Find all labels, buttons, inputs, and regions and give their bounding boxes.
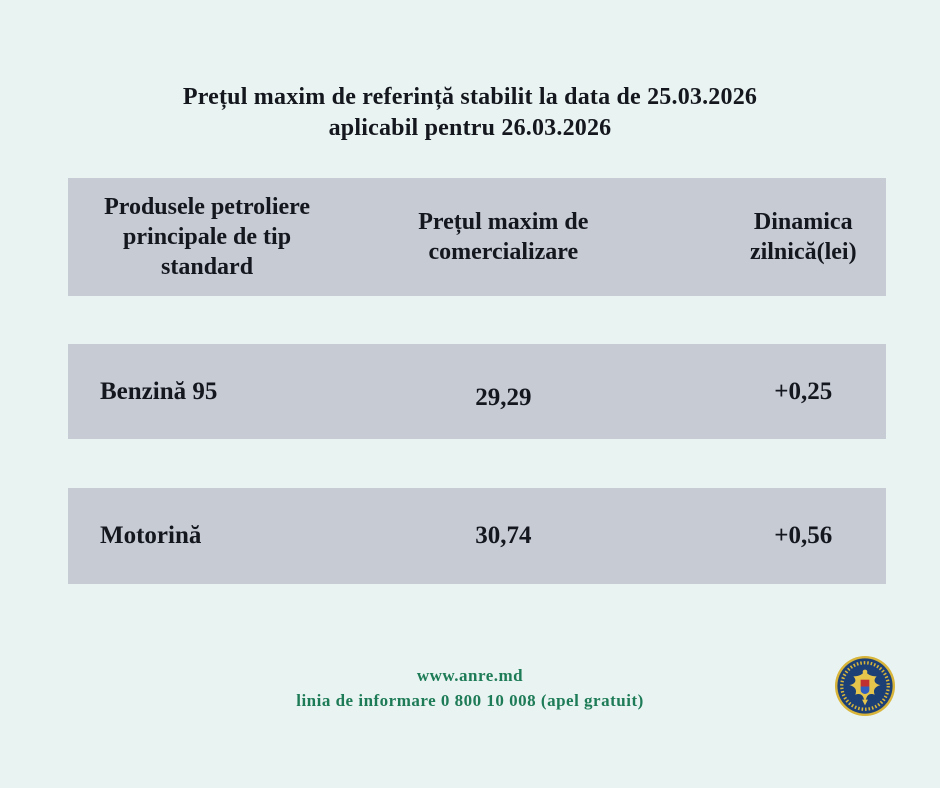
table-row-motorina: Motorină 30,74 +0,56 xyxy=(68,488,886,584)
dynamic-value-cell: +0,56 xyxy=(641,488,886,584)
column-header-max-price-cell: Prețul maxim de comercializare xyxy=(346,178,640,296)
anre-emblem-logo xyxy=(834,655,896,717)
dynamic-value: +0,25 xyxy=(774,377,833,405)
footer-website: www.anre.md xyxy=(416,666,524,685)
dynamic-value: +0,56 xyxy=(774,522,833,549)
price-value-cell: 29,29 xyxy=(346,344,640,439)
dynamic-value-cell: +0,25 xyxy=(641,344,886,439)
column-header-daily-dynamic: Dinamica zilnică(lei) xyxy=(749,209,857,265)
column-header-daily-dynamic-cell: Dinamica zilnică(lei) xyxy=(641,178,886,296)
product-name-cell: Motorină xyxy=(68,488,346,584)
column-header-max-price: Prețul maxim de comercializare xyxy=(418,209,589,265)
page-title: Prețul maxim de referință stabilit la da… xyxy=(0,82,940,144)
column-header-products: Produsele petroliere principale de tip s… xyxy=(104,194,311,280)
product-name-cell: Benzină 95 xyxy=(68,344,346,439)
table-row-benzina-95: Benzină 95 29,29 +0,25 xyxy=(68,344,886,439)
title-line-1: Prețul maxim de referință stabilit la da… xyxy=(182,84,758,110)
price-value: 29,29 xyxy=(475,383,532,411)
footer: www.anre.md linia de informare 0 800 10 … xyxy=(0,663,940,713)
product-name: Motorină xyxy=(100,522,202,549)
price-value: 30,74 xyxy=(475,522,532,549)
price-value-cell: 30,74 xyxy=(346,488,640,584)
moldova-state-emblem-icon xyxy=(834,655,896,717)
title-line-2: aplicabil pentru 26.03.2026 xyxy=(328,115,612,141)
footer-info-line: linia de informare 0 800 10 008 (apel gr… xyxy=(296,691,644,710)
product-name: Benzină 95 xyxy=(100,377,218,405)
column-header-products-cell: Produsele petroliere principale de tip s… xyxy=(68,178,346,296)
table-header-row: Produsele petroliere principale de tip s… xyxy=(68,178,886,296)
